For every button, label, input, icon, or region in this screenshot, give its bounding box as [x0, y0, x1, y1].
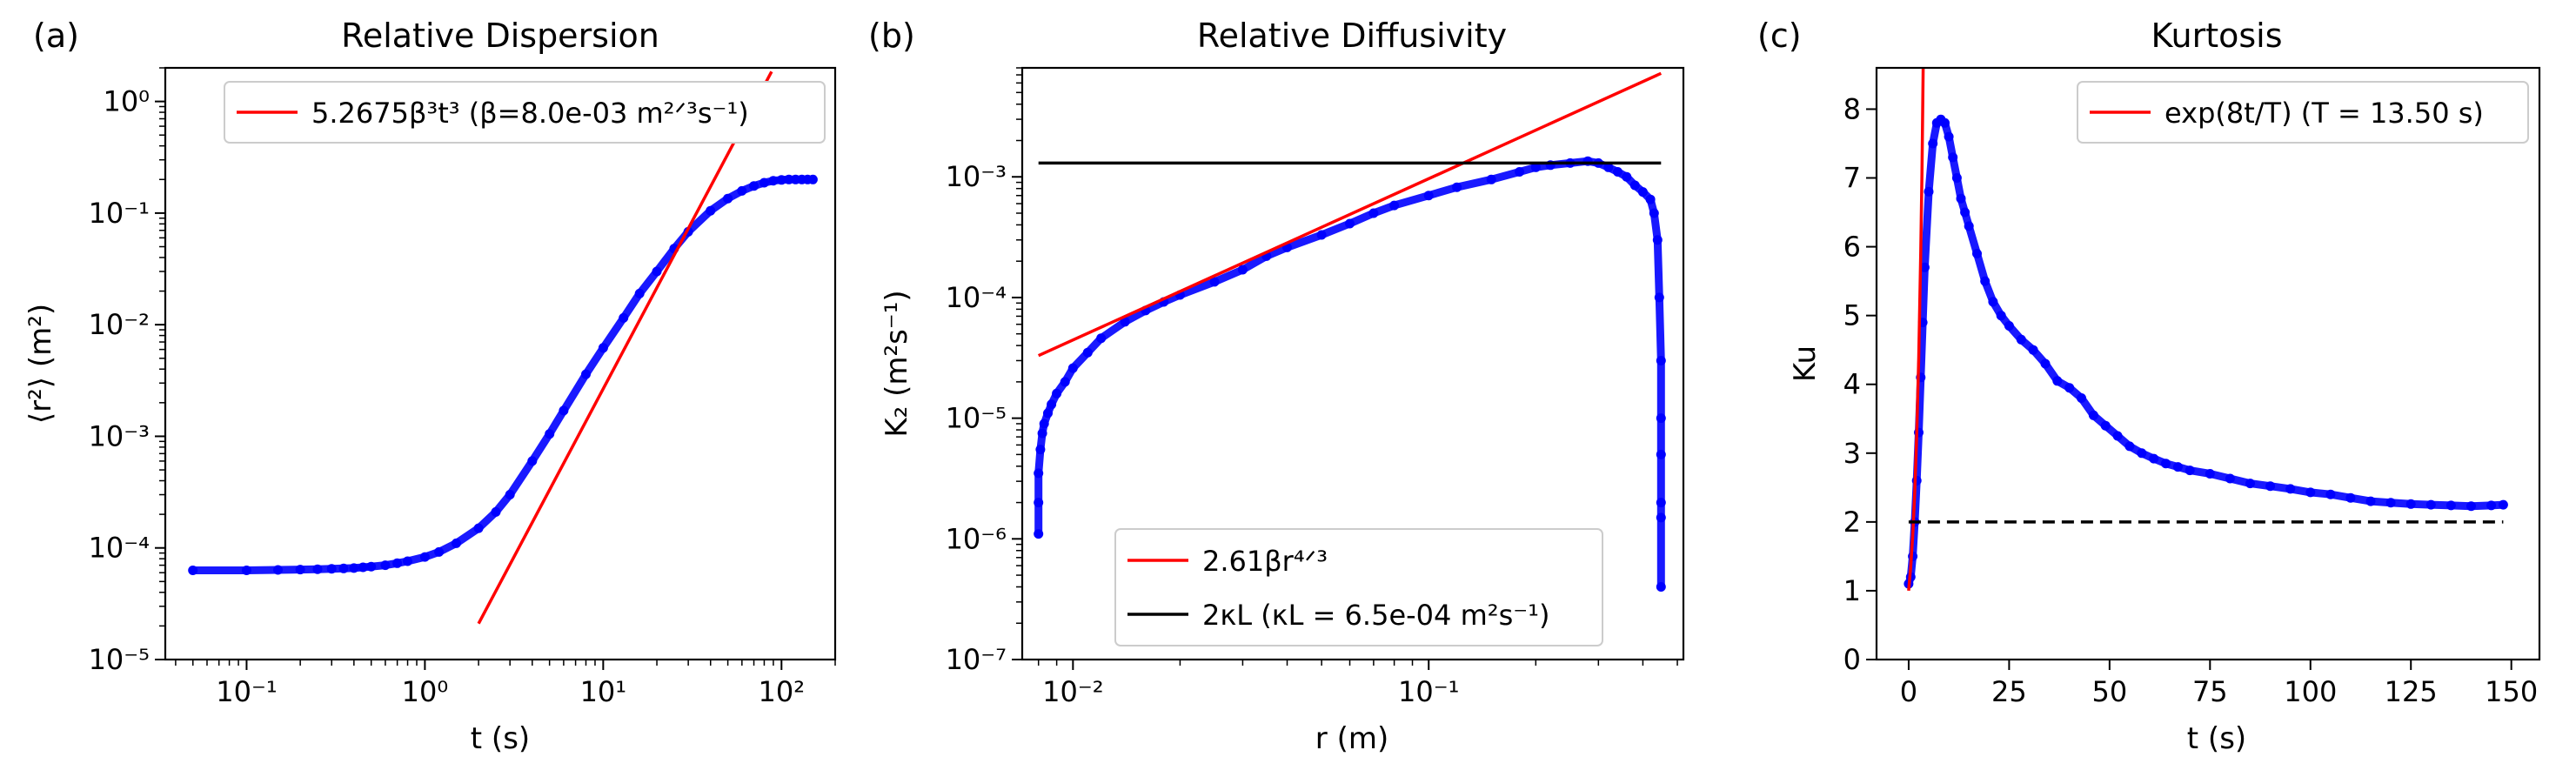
plot-frame-c	[1875, 66, 2541, 661]
data-trace-a	[189, 175, 817, 574]
x-tick-label-b: 10⁻²	[1042, 675, 1103, 708]
y-tick-label-c: 0	[1843, 643, 1861, 676]
series-line-b-1	[1037, 71, 1663, 358]
panel-label-a: (a)	[33, 17, 79, 55]
y-tick-label-c: 5	[1843, 299, 1861, 332]
x-tick-label-c: 125	[2385, 675, 2438, 708]
y-tick-label-b: 10⁻⁶	[946, 522, 1007, 555]
y-tick-label-a: 10⁻¹	[89, 197, 150, 230]
y-tick-label-a: 10⁻⁴	[89, 532, 150, 565]
series-line-a-1	[477, 70, 773, 625]
y-tick-label-c: 3	[1843, 437, 1861, 470]
x-tick-label-c: 0	[1900, 675, 1917, 708]
x-tick-label-c: 50	[2091, 675, 2127, 708]
chart-title-a: Relative Dispersion	[341, 17, 659, 55]
legend-box-c	[2077, 81, 2529, 144]
panel-b: (b) Relative Diffusivity 10⁻² 10⁻¹ 10⁻⁷ 10…	[868, 17, 1685, 756]
y-tick-label-b: 10⁻⁵	[946, 402, 1007, 435]
y-tick-label-b: 10⁻⁷	[946, 643, 1007, 676]
legend-b: 2.61βr⁴ᐟ³ 2κL (κL = 6.5e-04 m²s⁻¹)	[1114, 528, 1603, 646]
data-trace-c	[1904, 115, 2507, 588]
legend-label-b-kappa: 2κL (κL = 6.5e-04 m²s⁻¹)	[1202, 599, 1549, 632]
legend-label-b-fit: 2.61βr⁴ᐟ³	[1202, 545, 1328, 578]
y-axis-label-c: Ku	[1788, 345, 1823, 382]
x-tick-label-a: 10²	[759, 675, 806, 708]
plot-frame-b	[1020, 66, 1685, 661]
series-line-c-1	[1907, 68, 1925, 592]
y-tick-label-c: 1	[1843, 574, 1861, 607]
y-axis-label-b: K₂ (m²s⁻¹)	[880, 290, 914, 437]
y-tick-label-b: 10⁻³	[946, 160, 1007, 193]
y-tick-label-c: 6	[1843, 231, 1861, 264]
x-tick-label-c: 100	[2284, 675, 2337, 708]
legend-box-b	[1114, 528, 1603, 646]
y-tick-label-a: 10⁻²	[89, 308, 150, 341]
x-tick-label-a: 10¹	[580, 675, 627, 708]
x-tick-label-b: 10⁻¹	[1398, 675, 1459, 708]
y-tick-label-a: 10⁰	[103, 85, 150, 118]
y-tick-label-c: 7	[1843, 162, 1861, 195]
legend-box-a	[224, 81, 826, 144]
x-axis-label-b: r (m)	[1315, 721, 1388, 756]
y-tick-label-c: 4	[1843, 368, 1861, 401]
y-tick-label-c: 8	[1843, 92, 1861, 125]
panel-label-c: (c)	[1757, 17, 1802, 55]
y-tick-label-c: 2	[1843, 506, 1861, 539]
panel-c: (c) Kurtosis 0 25 50 75 100 125 150 012345678 …	[1757, 17, 2541, 756]
chart-title-b: Relative Diffusivity	[1197, 17, 1507, 55]
plot-frame-a	[164, 66, 837, 661]
chart-title-c: Kurtosis	[2151, 17, 2282, 55]
x-tick-label-c: 150	[2485, 675, 2538, 708]
legend-label-a-fit: 5.2675β³t³ (β=8.0e-03 m²ᐟ³s⁻¹)	[311, 97, 749, 130]
y-tick-label-b: 10⁻⁴	[946, 281, 1007, 314]
legend-a: 5.2675β³t³ (β=8.0e-03 m²ᐟ³s⁻¹)	[224, 81, 826, 144]
y-axis-label-a: ⟨r²⟩ (m²)	[23, 304, 58, 424]
x-tick-label-c: 75	[2192, 675, 2228, 708]
x-tick-label-a: 10⁻¹	[216, 675, 277, 708]
panel-label-b: (b)	[868, 17, 915, 55]
x-tick-label-a: 10⁰	[402, 675, 449, 708]
legend-c: exp(8t/T) (T = 13.50 s)	[2077, 81, 2529, 144]
y-tick-label-a: 10⁻³	[89, 419, 150, 452]
y-tick-label-a: 10⁻⁵	[89, 643, 150, 676]
x-tick-label-c: 25	[1991, 675, 2027, 708]
legend-label-c-fit: exp(8t/T) (T = 13.50 s)	[2165, 97, 2484, 130]
x-axis-label-c: t (s)	[2187, 721, 2246, 756]
panel-a: (a) Relative Dispersion 10⁻¹ 10⁰ 10¹ 10² 10…	[23, 17, 837, 756]
x-axis-label-a: t (s)	[471, 721, 530, 756]
data-trace-b	[1034, 157, 1665, 591]
